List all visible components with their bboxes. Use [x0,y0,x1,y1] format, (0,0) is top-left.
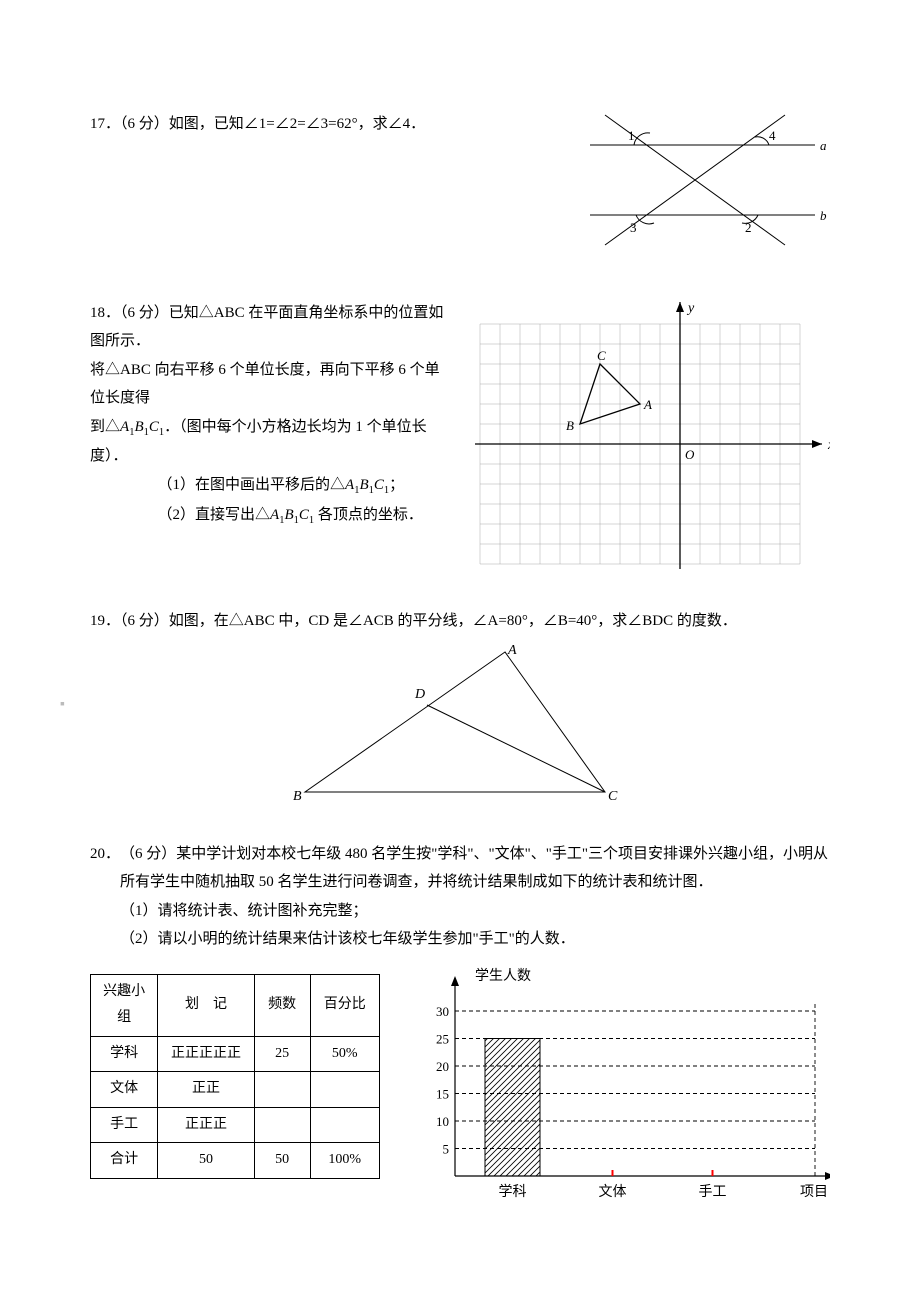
q19-text: 19．（6 分）如图，在△ABC 中，CD 是∠ACB 的平分线，∠A=80°，… [90,607,830,636]
svg-text:25: 25 [436,1031,449,1046]
svg-text:30: 30 [436,1004,449,1019]
svg-text:B: B [293,789,302,804]
svg-text:手工: 手工 [699,1184,727,1200]
q20-chart: 5 10 15 20 25 30 学生人数项目 学科 文体 手工 [410,966,830,1227]
watermark-dot: ▪ [60,692,65,719]
svg-text:A: A [507,643,517,658]
svg-text:C: C [597,348,606,363]
svg-text:D: D [414,687,425,702]
svg-text:A: A [643,397,652,412]
svg-text:C: C [608,789,618,804]
table-row: 学科正正正正正2550% [91,1036,380,1072]
svg-text:10: 10 [436,1114,449,1129]
q17-figure: 1 4 3 2 a b [570,110,830,271]
problem-19: 19．（6 分）如图，在△ABC 中，CD 是∠ACB 的平分线，∠A=80°，… [90,607,830,812]
svg-text:a: a [820,138,827,153]
svg-text:项目: 项目 [800,1185,828,1200]
svg-text:20: 20 [436,1059,449,1074]
table-row: 文体正正 [91,1072,380,1108]
problem-20: 20． （6 分）某中学计划对本校七年级 480 名学生按"学科"、"文体"、"… [90,840,830,1227]
table-header: 兴趣小组 [91,974,158,1036]
problem-18: 18．（6 分）已知△ABC 在平面直角坐标系中的位置如图所示． 将△ABC 向… [90,299,830,580]
table-header: 频数 [254,974,310,1036]
q17-text: 17．（6 分）如图，已知∠1=∠2=∠3=62°，求∠4． [90,110,552,139]
q17-num: 17． [90,116,120,132]
svg-text:y: y [686,301,695,316]
table-header: 百分比 [310,974,379,1036]
table-row: 手工正正正 [91,1107,380,1143]
q20-table: 兴趣小组划 记频数百分比 学科正正正正正2550%文体正正手工正正正合计5050… [90,974,380,1180]
svg-text:4: 4 [769,128,776,143]
svg-text:x: x [827,438,830,453]
table-row: 合计5050100% [91,1143,380,1179]
svg-text:文体: 文体 [599,1184,627,1200]
svg-text:b: b [820,208,827,223]
svg-text:2: 2 [745,220,752,235]
svg-text:3: 3 [630,220,637,235]
problem-17: 17．（6 分）如图，已知∠1=∠2=∠3=62°，求∠4． 1 4 3 2 a… [90,110,830,271]
svg-text:B: B [566,418,574,433]
table-header: 划 记 [158,974,254,1036]
svg-text:5: 5 [443,1141,450,1156]
svg-text:学生人数: 学生人数 [475,968,531,984]
svg-text:学科: 学科 [499,1184,527,1200]
svg-text:O: O [685,447,695,462]
svg-text:15: 15 [436,1086,449,1101]
q18-text: 18．（6 分）已知△ABC 在平面直角坐标系中的位置如图所示． 将△ABC 向… [90,299,452,531]
q18-figure: x y O A B C [470,299,830,580]
svg-text:1: 1 [628,128,635,143]
q19-figure: A B C D [275,642,645,812]
